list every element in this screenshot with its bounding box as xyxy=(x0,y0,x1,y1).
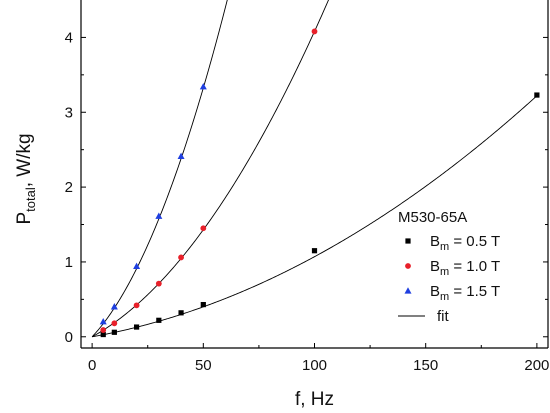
legend-marker-2 xyxy=(405,263,411,269)
data-points xyxy=(99,28,540,338)
point-series3-5 xyxy=(199,83,207,90)
point-series2-6 xyxy=(311,28,318,35)
x-tick-label-100: 100 xyxy=(302,357,327,374)
fit-curve-1 xyxy=(92,95,538,338)
y-axis-title: Ptotal, W/kg xyxy=(14,133,38,224)
legend-label-main: B xyxy=(430,233,440,250)
legend-label-main: B xyxy=(430,283,440,300)
ticks: 0 50 100 150 200 0 1 2 3 4 xyxy=(65,29,550,374)
legend-label-rest: = 0.5 T xyxy=(449,233,500,250)
point-series1-3 xyxy=(156,317,162,323)
legend-title: M530-65A xyxy=(398,209,467,226)
point-series2-0 xyxy=(100,327,107,333)
point-series1-1 xyxy=(111,329,117,335)
legend-label-main: B xyxy=(430,258,440,275)
x-axis-title: f, Hz xyxy=(295,389,334,410)
point-series1-0 xyxy=(100,331,106,338)
point-series3-1 xyxy=(110,303,118,310)
point-series2-3 xyxy=(155,280,162,287)
legend-marker-3 xyxy=(404,287,412,294)
point-series2-2 xyxy=(133,302,140,309)
legend-label-3: Bm = 1.5 T xyxy=(430,283,500,303)
y-tick-label-2: 2 xyxy=(65,179,73,196)
y-axis-title-sub: total xyxy=(23,187,38,212)
legend-label-sub: m xyxy=(440,266,449,278)
point-series2-1 xyxy=(111,320,118,327)
legend-label-rest: = 1.0 T xyxy=(449,258,500,275)
point-series2-5 xyxy=(200,225,207,232)
legend-label-2: Bm = 1.0 T xyxy=(430,258,500,278)
legend-marker-1 xyxy=(405,238,411,244)
x-tick-label-150: 150 xyxy=(413,357,438,374)
legend-fit-label: fit xyxy=(437,308,450,325)
point-series2-4 xyxy=(178,254,184,261)
y-tick-label-3: 3 xyxy=(65,104,73,121)
point-series1-6 xyxy=(311,248,318,254)
point-series1-4 xyxy=(178,310,184,316)
point-series3-0 xyxy=(99,318,107,325)
point-series1-2 xyxy=(133,324,140,330)
y-tick-label-4: 4 xyxy=(65,29,73,46)
point-series1-7 xyxy=(534,92,540,98)
fit-curve-3 xyxy=(91,0,228,338)
legend-label-sub: m xyxy=(440,291,449,303)
y-tick-label-1: 1 xyxy=(65,254,73,271)
y-axis-title-main: P xyxy=(14,212,35,225)
legend-label-rest: = 1.5 T xyxy=(449,283,500,300)
fit-curve-2 xyxy=(91,0,329,338)
point-series3-3 xyxy=(155,212,163,219)
y-axis-title-rest: , W/kg xyxy=(14,133,35,187)
axis-titles: f, Hz Ptotal, W/kg xyxy=(14,133,334,410)
point-series3-2 xyxy=(133,262,141,270)
point-series1-5 xyxy=(200,301,206,308)
point-series3-4 xyxy=(177,152,185,160)
x-tick-label-200: 200 xyxy=(524,357,549,374)
x-tick-label-50: 50 xyxy=(195,357,212,374)
x-tick-label-0: 0 xyxy=(88,357,96,374)
legend-label-1: Bm = 0.5 T xyxy=(430,233,500,253)
legend-label-sub: m xyxy=(440,241,449,253)
y-tick-label-0: 0 xyxy=(65,329,73,346)
